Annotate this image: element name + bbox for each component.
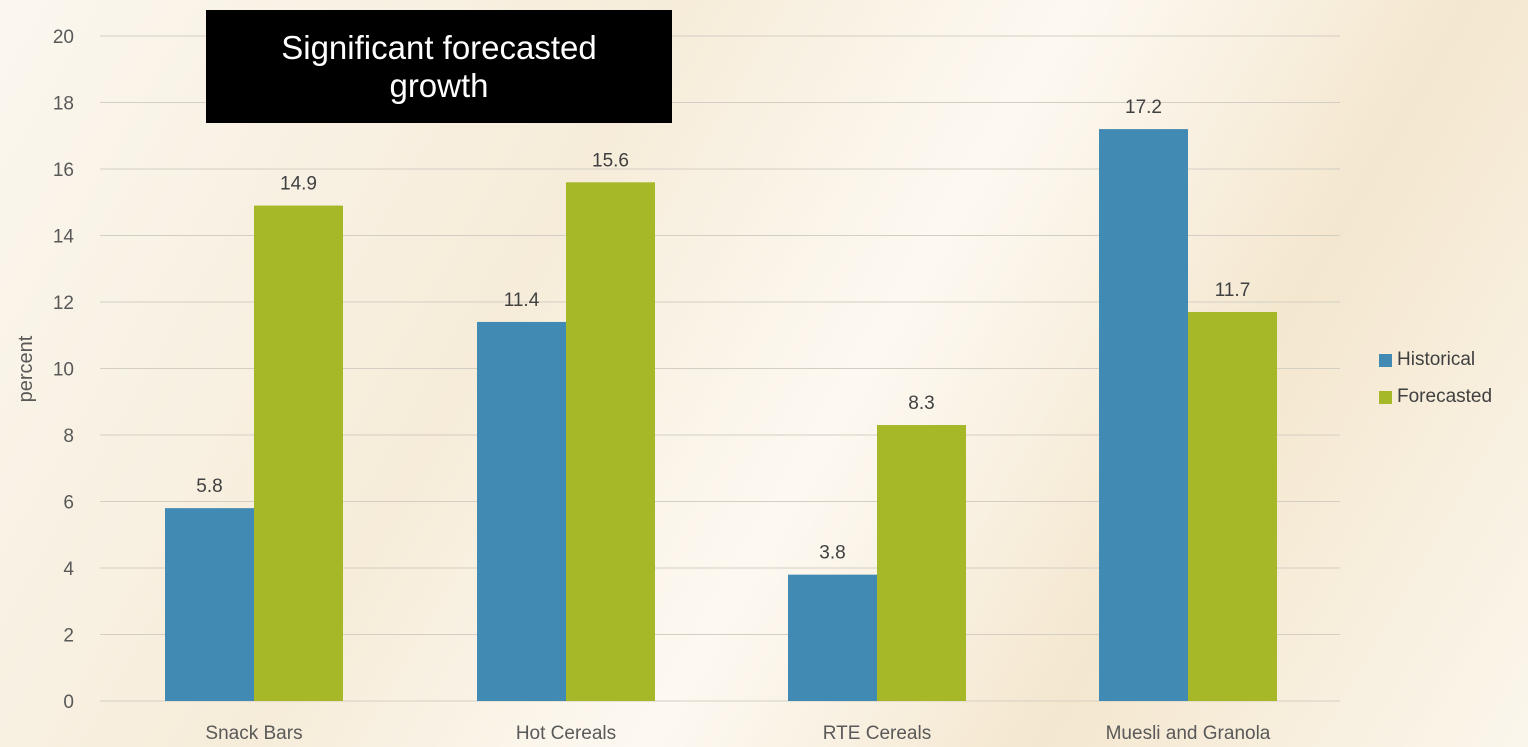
bar-forecasted-2	[877, 425, 966, 701]
legend-label-forecasted: Forecasted	[1397, 386, 1493, 407]
data-label: 5.8	[196, 476, 222, 497]
bar-forecasted-0	[254, 205, 343, 701]
data-label: 11.4	[504, 290, 540, 311]
bar-forecasted-3	[1188, 311, 1277, 701]
legend-label-historical: Historical	[1397, 349, 1476, 370]
y-tick-label: 18	[53, 94, 74, 115]
y-tick-label: 8	[63, 426, 74, 447]
data-label: 17.2	[1125, 97, 1162, 118]
y-tick-label: 12	[53, 293, 74, 314]
data-label: 14.9	[280, 174, 317, 195]
y-tick-label: 4	[63, 559, 74, 580]
legend: Historical Forecasted	[1379, 347, 1492, 421]
data-label: 11.7	[1215, 280, 1251, 301]
bar-forecasted-1	[566, 182, 655, 702]
x-category-label: Hot Cereals	[516, 723, 616, 744]
x-category-label: Muesli and Granola	[1106, 723, 1271, 744]
bar-historical-3	[1099, 129, 1188, 702]
y-axis-ticks: 0 2 4 6 8 10 12 14 16 18 20	[53, 27, 75, 713]
x-category-label: RTE Cereals	[823, 723, 931, 744]
y-tick-label: 14	[53, 227, 75, 248]
bar-historical-1	[477, 321, 566, 701]
y-tick-label: 2	[63, 626, 74, 647]
y-tick-label: 10	[53, 360, 74, 381]
x-axis-categories: Snack Bars Hot Cereals RTE Cereals Muesli a…	[205, 723, 1270, 744]
y-tick-label: 0	[63, 692, 74, 713]
chart-title-text: Significant forecasted growth	[281, 28, 597, 104]
x-category-label: Snack Bars	[205, 723, 302, 744]
y-axis-title: percent	[15, 335, 37, 402]
legend-swatch-forecasted	[1379, 390, 1392, 404]
y-tick-label: 6	[63, 493, 74, 514]
legend-item-historical: Historical	[1379, 347, 1492, 373]
data-label: 15.6	[592, 150, 629, 171]
bar-historical-0	[165, 508, 254, 701]
data-labels: 5.8 14.9 11.4 15.6 3.8 8.3 17.2 11.7	[196, 97, 1250, 564]
bars	[165, 129, 1277, 702]
y-tick-label: 20	[53, 27, 74, 48]
legend-swatch-historical	[1379, 353, 1392, 367]
chart-title: Significant forecasted growth	[206, 10, 672, 123]
data-label: 8.3	[908, 393, 934, 414]
y-tick-label: 16	[53, 160, 74, 181]
legend-item-forecasted: Forecasted	[1379, 384, 1492, 410]
bar-historical-2	[788, 574, 877, 701]
data-label: 3.8	[819, 543, 845, 564]
